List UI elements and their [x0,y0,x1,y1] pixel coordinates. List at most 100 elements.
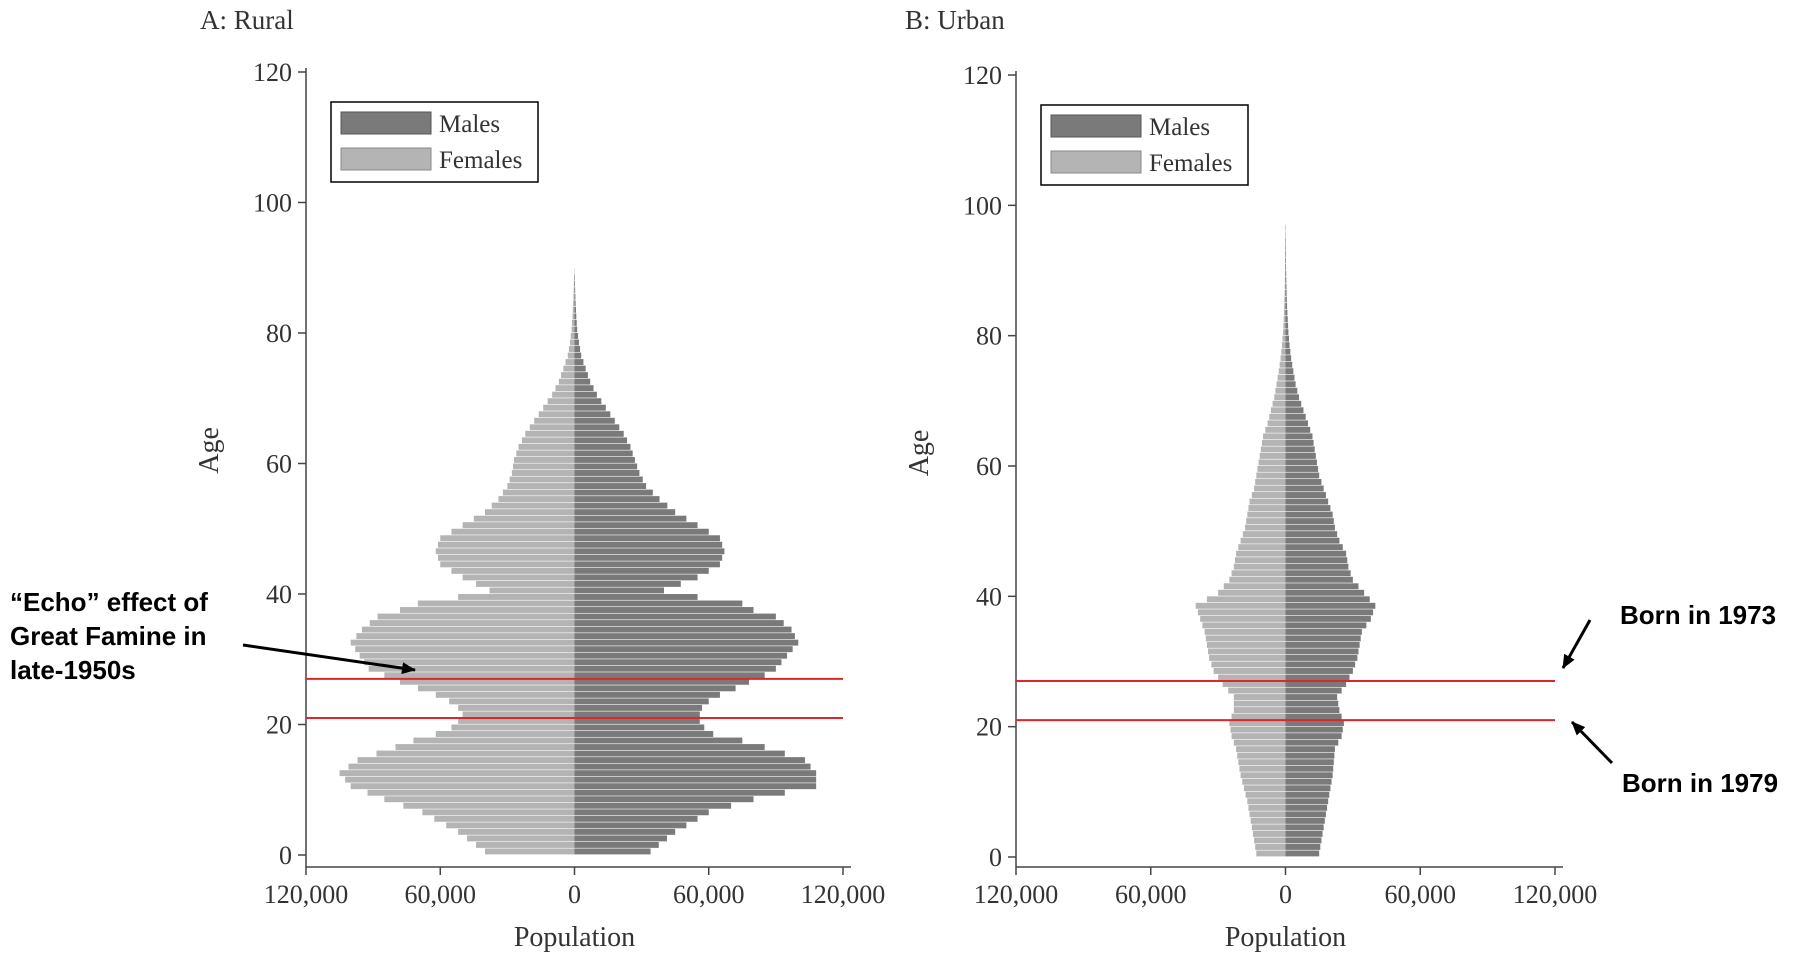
female-bar [1252,830,1286,837]
male-bar [574,554,723,561]
male-bar [1285,830,1323,837]
male-bar [574,326,578,333]
female-bar [451,528,575,535]
female-bar [350,639,575,646]
male-bar [574,424,620,431]
male-bar [574,293,576,300]
female-bar [350,783,575,790]
female-bar [1280,355,1286,362]
male-bar [1285,648,1359,655]
male-bar [1285,843,1321,850]
female-bar [377,613,575,620]
male-bar [1285,596,1370,603]
male-bar [574,404,606,411]
male-bar [1285,635,1361,642]
female-bar [507,483,575,489]
male-bar [1285,798,1329,805]
male-bar [1285,681,1347,687]
female-bar [339,770,575,777]
male-bar [1285,472,1320,479]
female-bar [359,652,575,659]
x-tick-label: 120,000 [974,880,1059,909]
male-bar [1285,524,1335,531]
female-bar [1258,459,1286,466]
female-bar [1284,296,1286,303]
female-bar [462,522,575,529]
male-bar [1285,544,1343,551]
x-tick-label: 120,000 [264,880,349,909]
female-bar [1236,746,1286,753]
female-bar [1245,524,1286,531]
female-bar [1284,270,1286,277]
male-bar [1285,778,1332,785]
male-bar [1285,641,1360,648]
female-bar [1231,713,1286,720]
male-bar [1285,433,1313,440]
male-bar [574,757,805,764]
female-bar [476,580,575,587]
female-bar [1243,785,1286,792]
female-bar [1248,804,1286,811]
male-bar [574,678,750,685]
female-bar [476,841,575,848]
female-bar [417,685,575,692]
male-bar [1285,557,1348,564]
male-bar [574,639,799,646]
male-bar [1285,361,1293,368]
male-bar [1285,413,1306,420]
y-tick-label: 80 [976,322,1002,351]
female-bar [1284,283,1286,290]
female-bar [1246,518,1286,525]
male-bar [574,789,785,796]
y-tick-label: 20 [976,713,1002,742]
male-bar [574,646,793,653]
female-bar [514,456,575,463]
male-bar [574,515,687,522]
male-bar [574,626,792,633]
legend-label-females: Females [1149,150,1232,177]
male-bar [574,841,659,848]
female-bar [573,287,575,294]
male-bar [574,587,664,594]
male-bar [1285,387,1298,394]
male-bar [574,822,687,829]
male-bar [1285,322,1289,329]
male-bar [1285,452,1316,459]
male-bar [574,346,581,352]
female-bar [458,828,575,835]
male-bar [574,665,776,672]
legend-swatch-males [1050,114,1142,138]
male-bar [1285,270,1287,277]
echo-effect-annotation: “Echo” effect of Great Famine in late-19… [10,587,208,685]
female-bar [1248,505,1286,512]
female-bar [1251,824,1286,831]
female-bar [1249,498,1286,505]
female-bar [1238,759,1286,766]
male-bar [574,541,723,548]
x-tick-label: 60,000 [1115,880,1187,909]
female-bar [1256,850,1286,857]
male-bar [1285,811,1326,818]
male-bar [574,802,732,809]
female-bar [1233,707,1286,714]
female-bar [498,496,575,503]
female-bar [529,424,575,431]
male-bar [574,319,577,326]
y-tick-label: 0 [989,843,1002,872]
male-bar [574,300,576,307]
male-bar [1285,537,1340,544]
female-bar [555,385,575,392]
male-bar [1285,355,1292,362]
y-tick-label: 80 [266,319,292,348]
female-bar [1283,316,1286,323]
female-bar [384,672,575,679]
female-bar [572,313,575,320]
male-bar [574,443,631,450]
male-bar [574,776,817,783]
male-bar [574,502,668,509]
female-bar [422,809,575,816]
female-bar [1256,472,1286,479]
female-bar [1284,290,1286,296]
female-bar [1270,407,1286,414]
